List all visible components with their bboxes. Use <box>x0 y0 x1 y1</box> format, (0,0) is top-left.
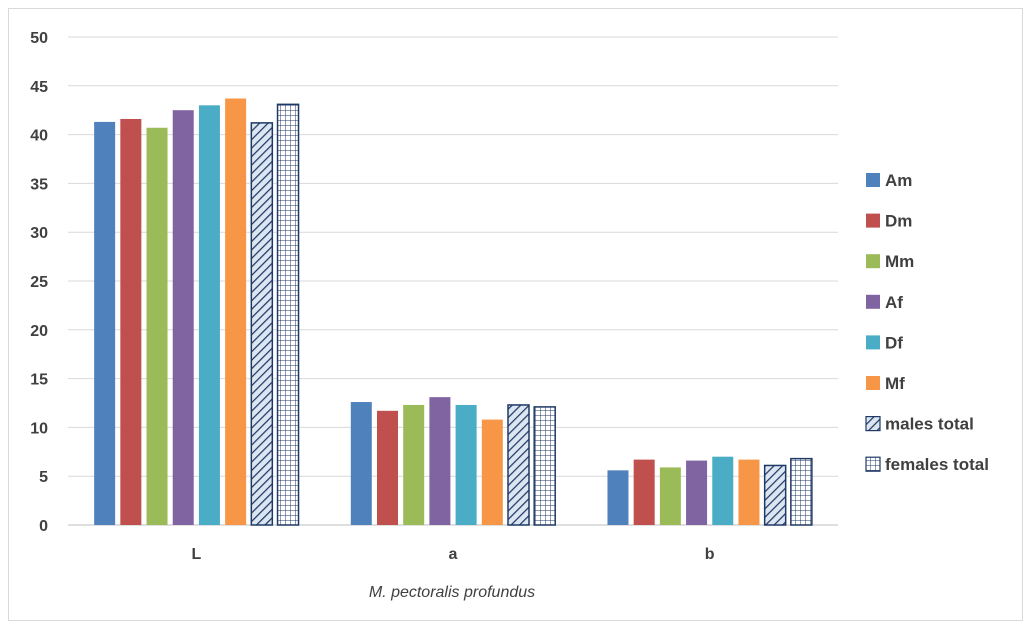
legend-swatch <box>865 456 881 472</box>
x-axis-label: M. pectoralis profundus <box>369 584 535 601</box>
bar-af-b <box>686 460 708 525</box>
y-tick-label: 20 <box>30 323 48 340</box>
legend-swatch <box>866 376 880 390</box>
bar-dm-a <box>377 410 398 525</box>
legend-label: Dm <box>885 212 912 231</box>
bar-df-L <box>198 105 220 525</box>
y-tick-label: 40 <box>30 128 48 145</box>
bar-am-L <box>94 121 116 526</box>
bar-mf-L <box>225 98 247 525</box>
y-tick-label: 5 <box>39 469 48 486</box>
legend-label: Df <box>885 333 903 352</box>
bar-mm-a <box>403 404 425 525</box>
legend-label: Mm <box>885 252 914 271</box>
bars <box>94 98 813 526</box>
bar-mf-a <box>481 419 503 525</box>
bar-males-total-b <box>763 464 787 526</box>
bar-females-total-L <box>276 103 300 526</box>
y-tick-label: 50 <box>30 30 48 47</box>
bar-mf-b <box>738 459 760 525</box>
legend-swatch <box>866 173 880 187</box>
legend-swatch <box>866 335 880 350</box>
y-tick-label: 10 <box>30 420 48 437</box>
y-tick-label: 15 <box>30 372 48 389</box>
bar-af-L <box>172 110 194 525</box>
bar-mm-b <box>659 467 681 525</box>
y-tick-label: 25 <box>30 274 48 291</box>
bar-females-total-a <box>533 406 556 526</box>
legend-label: Am <box>885 171 912 190</box>
y-tick-label: 0 <box>39 518 48 535</box>
y-axis-ticks: 0 5 10 15 20 25 30 35 40 45 50 <box>30 30 48 535</box>
x-category-label: b <box>705 546 715 563</box>
legend-swatch <box>865 416 881 432</box>
bar-df-a <box>455 404 477 525</box>
legend-label: Af <box>885 293 903 312</box>
legend-label: females total <box>885 455 989 474</box>
bar-af-a <box>429 397 451 525</box>
legend-label: Mf <box>885 374 905 393</box>
bar-mm-L <box>146 127 168 525</box>
x-category-label: a <box>449 546 458 563</box>
legend-swatch <box>866 213 880 228</box>
bar-females-total-b <box>790 457 813 526</box>
bar-dm-L <box>120 118 142 525</box>
bar-df-b <box>712 456 734 525</box>
bar-males-total-a <box>507 404 530 526</box>
legend-label: males total <box>885 415 974 434</box>
legend-swatch <box>866 254 880 269</box>
bar-am-a <box>350 402 372 525</box>
bar-am-b <box>607 470 629 525</box>
bar-dm-b <box>633 459 655 525</box>
y-tick-label: 35 <box>30 176 48 193</box>
chart-frame <box>8 8 1023 621</box>
y-tick-label: 45 <box>30 79 48 96</box>
x-category-label: L <box>191 546 201 563</box>
gridlines <box>68 36 838 526</box>
y-tick-label: 30 <box>30 225 48 242</box>
legend: Am Dm Mm Af Df Mf males total females total <box>865 171 989 474</box>
legend-swatch <box>866 294 880 309</box>
bar-males-total-L <box>250 122 274 526</box>
